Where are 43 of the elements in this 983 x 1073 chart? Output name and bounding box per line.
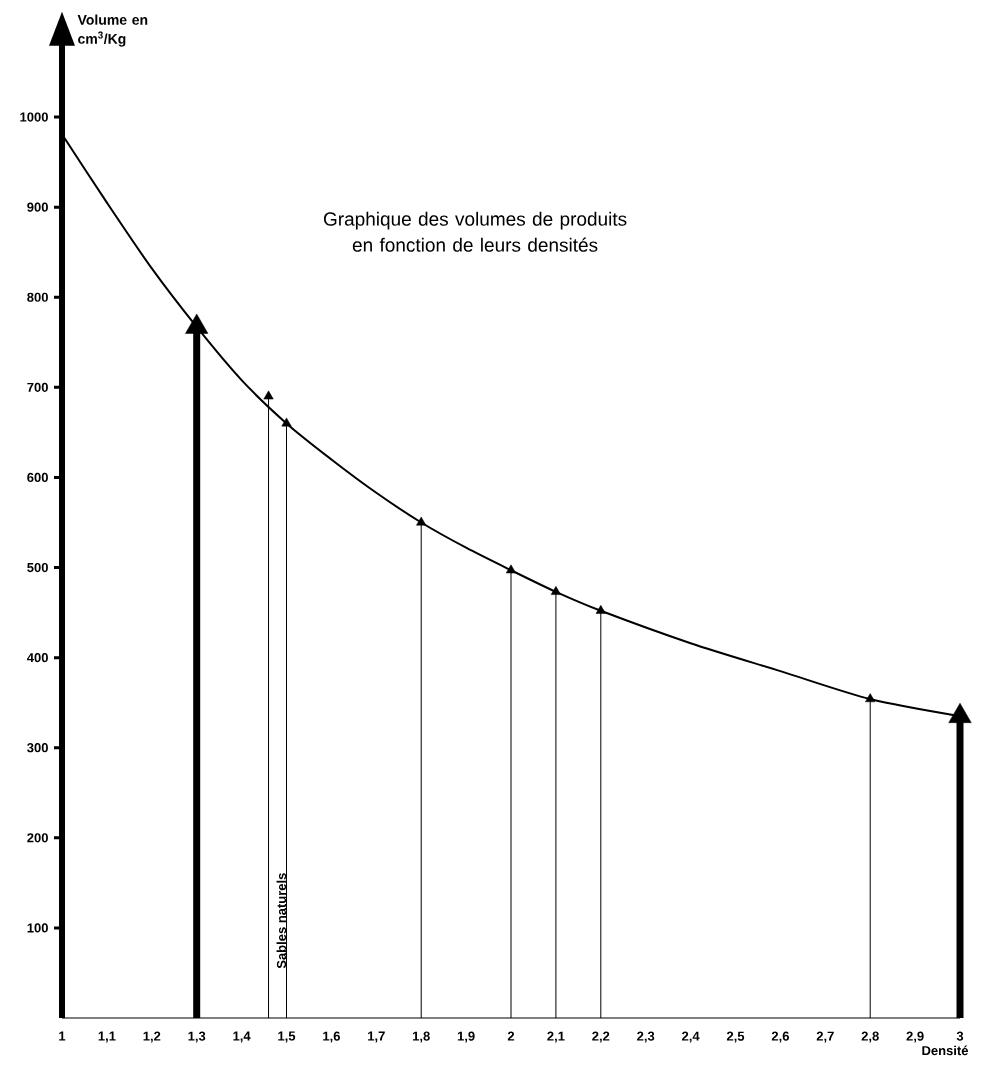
x-tick-label: 2,7 <box>816 1031 834 1043</box>
y-tick-label: 400 <box>26 653 48 663</box>
x-tick-label: 2,5 <box>726 1031 745 1043</box>
point <box>550 586 561 595</box>
x-tick-label: 1,4 <box>233 1031 251 1043</box>
x-tick-label: 1,3 <box>188 1031 206 1043</box>
x-tick-label: 2,9 <box>906 1031 924 1043</box>
x-tick-label: 2,4 <box>682 1031 700 1043</box>
point <box>281 417 292 427</box>
x-tick-label: 2,2 <box>592 1031 610 1043</box>
x-tick-label: 2 <box>507 1031 515 1041</box>
x-tick-label: 2,3 <box>637 1031 655 1043</box>
y-tick-label: 200 <box>27 833 48 843</box>
point <box>595 605 606 614</box>
point <box>185 313 209 334</box>
text: Graphique des volumes de produits en fonction de leurs densités <box>323 211 627 252</box>
x-tick-label: 1,6 <box>323 1031 340 1043</box>
x-axis-title: Densité <box>922 1045 969 1056</box>
x-tick-label: 1,5 <box>278 1031 296 1043</box>
y-tick-label: 1000 <box>20 112 48 122</box>
x-tick-label: 1,7 <box>368 1031 385 1043</box>
x-tick-label: 2,6 <box>771 1031 789 1043</box>
point <box>865 693 876 703</box>
annotation: Sables naturels <box>276 873 287 969</box>
y-tick-label: 300 <box>27 743 48 753</box>
y-tick-label: 600 <box>27 472 48 483</box>
y-tick-label: 500 <box>27 562 48 573</box>
x-tick-label: 1,9 <box>457 1031 475 1043</box>
y-tick-label: 800 <box>27 292 48 302</box>
x-tick-label: 3 <box>956 1031 964 1041</box>
y-tick-label: 100 <box>27 923 48 933</box>
y-tick-label: 700 <box>27 382 48 392</box>
x-tick-label: 1 <box>59 1031 66 1041</box>
x-tick-label: 2,8 <box>861 1031 879 1043</box>
x-tick-label: 1,1 <box>98 1031 116 1043</box>
point <box>505 564 517 574</box>
y-axis-title: Volume en cm$^{3}$/Kg <box>77 14 148 47</box>
x-tick-label: 2,1 <box>547 1031 565 1043</box>
y-tick-label: 900 <box>27 202 48 212</box>
point <box>263 390 274 400</box>
point <box>416 516 427 526</box>
x-tick-label: 1,8 <box>412 1031 430 1043</box>
x-tick-label: 1,2 <box>143 1031 161 1043</box>
